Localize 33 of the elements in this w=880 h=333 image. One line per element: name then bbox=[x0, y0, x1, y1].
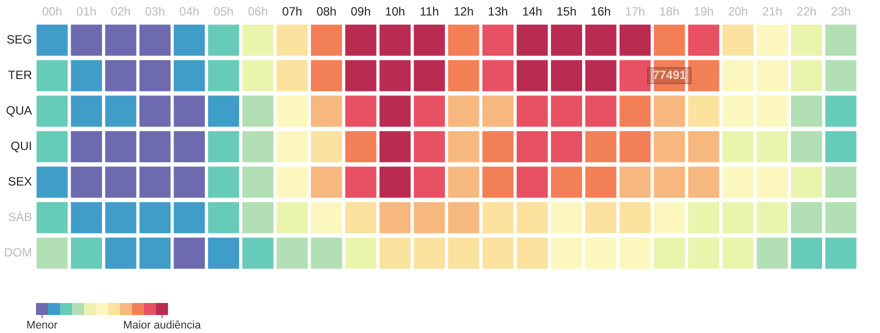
x-tick-label: 13h bbox=[488, 4, 508, 19]
x-tick-label: 08h bbox=[316, 4, 336, 19]
x-tick-label: 03h bbox=[145, 4, 166, 19]
y-tick-label: QUI bbox=[10, 139, 32, 154]
x-tick-label: 10h bbox=[385, 4, 406, 19]
x-tick-label: 11h bbox=[420, 4, 439, 19]
x-tick-label: 15h bbox=[556, 4, 577, 19]
x-tick-label: 18h bbox=[659, 4, 680, 19]
x-tick-label: 16h bbox=[590, 4, 611, 19]
x-tick-label: 19h bbox=[694, 4, 714, 19]
y-tick-label: SÁB bbox=[8, 210, 32, 224]
x-tick-label: 17h bbox=[625, 4, 646, 19]
x-tick-label: 09h bbox=[350, 4, 371, 19]
x-tick-label: 02h bbox=[110, 4, 131, 19]
x-tick-label: 06h bbox=[248, 4, 268, 19]
x-tick-label: 20h bbox=[728, 4, 748, 19]
y-tick-label: DOM bbox=[4, 246, 32, 260]
x-tick-label: 21h bbox=[762, 4, 782, 19]
x-tick-label: 04h bbox=[179, 4, 200, 19]
x-tick-label: 23h bbox=[830, 4, 851, 19]
y-tick-label: SEX bbox=[8, 174, 32, 189]
x-tick-label: 00h bbox=[42, 4, 62, 19]
x-tick-label: 01h bbox=[76, 4, 96, 19]
x-tick-label: 05h bbox=[214, 4, 234, 19]
y-tick-label: QUA bbox=[6, 104, 32, 118]
x-tick-label: 12h bbox=[454, 4, 474, 19]
y-tick-label: SEG bbox=[6, 32, 32, 46]
x-tick-label: 07h bbox=[282, 4, 302, 19]
x-tick-label: 14h bbox=[522, 4, 542, 19]
color-bar-label: Maior audiência bbox=[123, 320, 202, 332]
color-bar-label: Menor bbox=[26, 320, 58, 332]
y-tick-label: TER bbox=[8, 68, 32, 82]
x-tick-label: 22h bbox=[796, 4, 817, 19]
